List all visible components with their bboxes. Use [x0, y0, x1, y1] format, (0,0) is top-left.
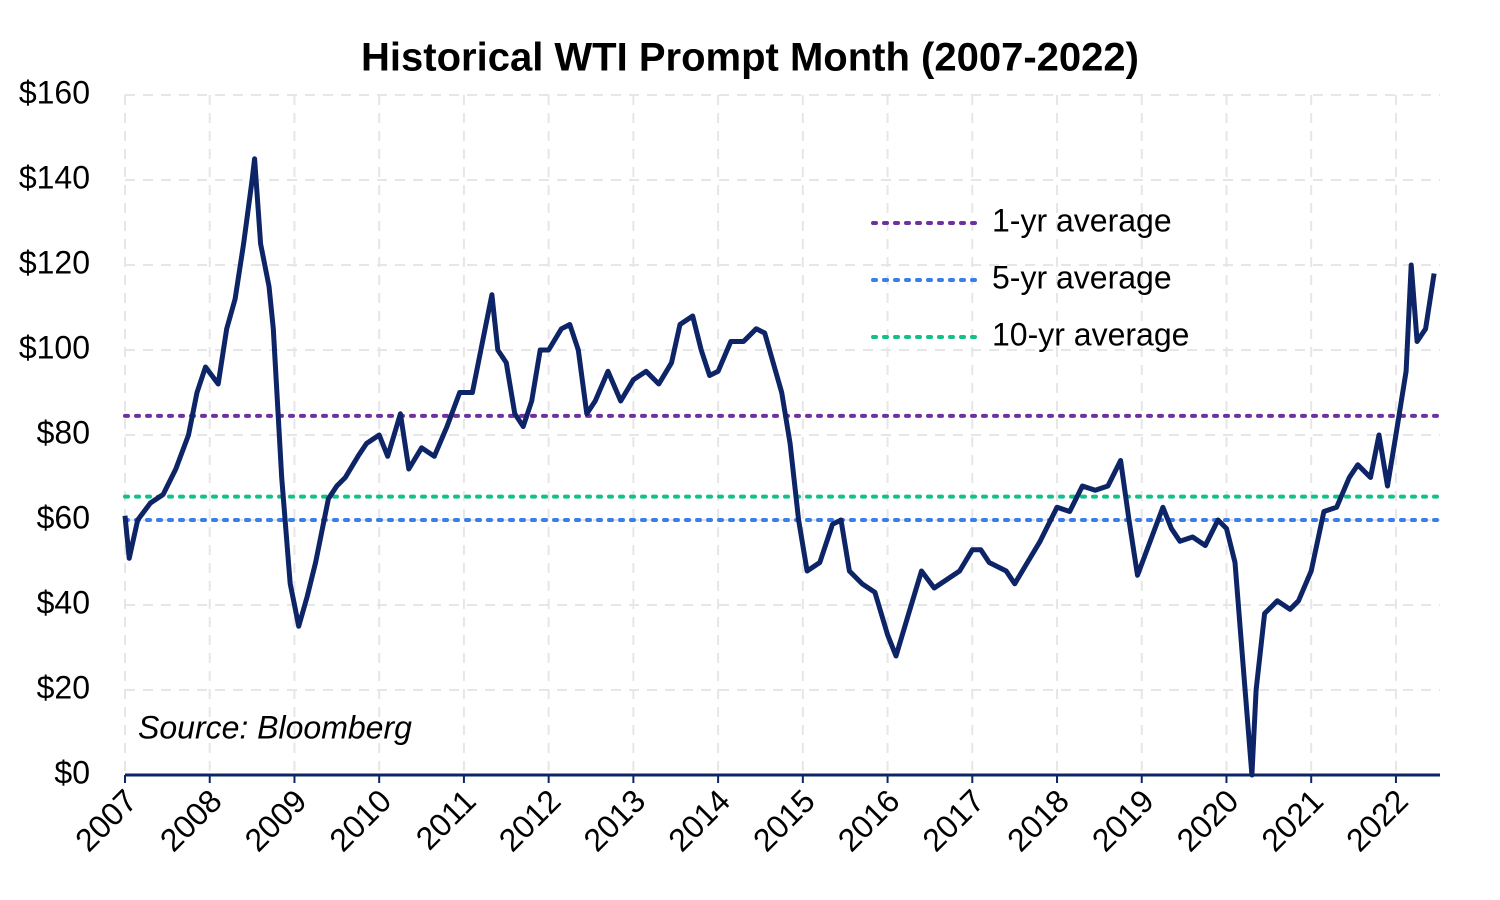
x-tick-label: 2020 [1170, 782, 1246, 858]
x-tick-label: 2012 [492, 782, 568, 858]
x-tick-label: 2010 [322, 782, 398, 858]
x-tick-label: 2015 [746, 782, 822, 858]
legend-label: 5-yr average [992, 259, 1172, 295]
chart-title: Historical WTI Prompt Month (2007-2022) [361, 36, 1139, 80]
x-tick-label: 2011 [409, 782, 483, 856]
legend-label: 10-yr average [992, 316, 1189, 352]
x-tick-label: 2014 [661, 782, 737, 858]
x-tick-label: 2008 [153, 782, 229, 858]
y-tick-label: $60 [37, 499, 90, 535]
price-line [122, 156, 1437, 778]
x-tick-label: 2017 [915, 782, 991, 858]
x-tick-label: 2022 [1339, 782, 1415, 858]
y-tick-label: $40 [37, 584, 90, 620]
y-tick-label: $140 [19, 159, 90, 195]
y-tick-label: $100 [19, 329, 90, 365]
legend-label: 1-yr average [992, 202, 1172, 238]
x-tick-label: 2016 [831, 782, 907, 858]
source-annotation: Source: Bloomberg [138, 709, 412, 745]
y-tick-label: $80 [37, 414, 90, 450]
x-tick-label: 2018 [1000, 782, 1076, 858]
y-tick-label: $160 [19, 74, 90, 110]
y-tick-label: $0 [54, 754, 90, 790]
x-tick-label: 2009 [238, 782, 314, 858]
x-tick-label: 2007 [68, 782, 144, 858]
y-tick-label: $120 [19, 244, 90, 280]
x-tick-label: 2021 [1254, 782, 1330, 858]
y-tick-label: $20 [37, 669, 90, 705]
x-tick-label: 2019 [1085, 782, 1161, 858]
x-tick-label: 2013 [577, 782, 653, 858]
